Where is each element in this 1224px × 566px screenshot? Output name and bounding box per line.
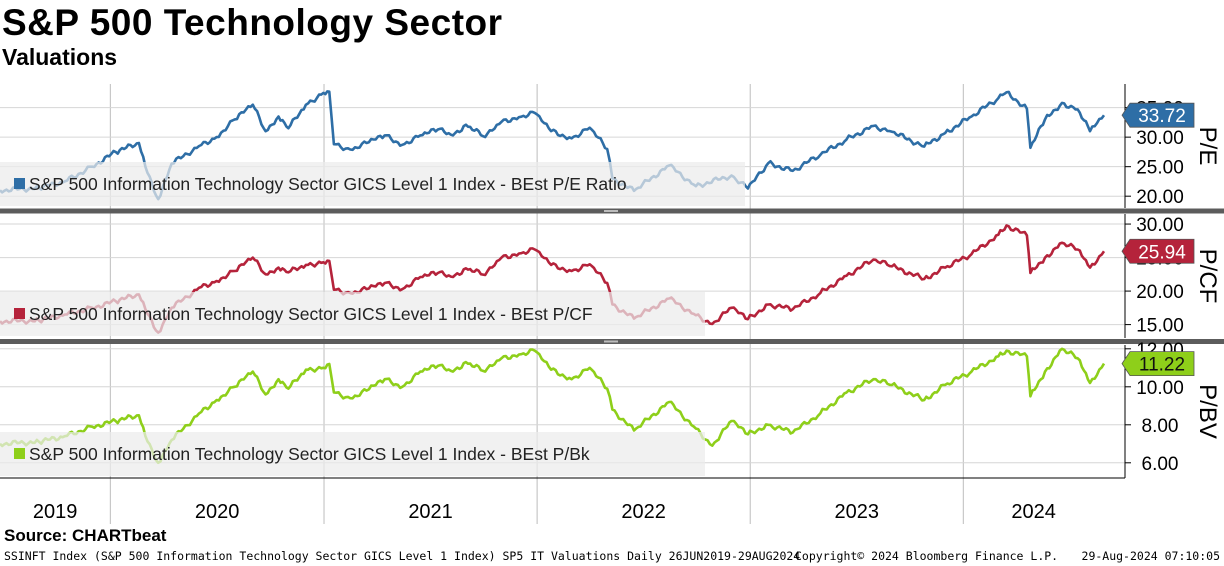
y-tick-label: 30.00 [1136, 215, 1184, 236]
footer-description: SSINFT Index (S&P 500 Information Techno… [4, 549, 801, 563]
y-axis-label: P/CF [1194, 249, 1221, 304]
last-value-label: 11.22 [1139, 355, 1185, 376]
legend-box [0, 162, 745, 206]
legend-swatch [14, 178, 25, 189]
y-tick-label: 30.00 [1136, 128, 1184, 149]
series-line [0, 347, 1106, 465]
chart-title: S&P 500 Technology Sector [2, 2, 503, 43]
y-tick-label: 15.00 [1136, 316, 1184, 337]
last-value-label: 33.72 [1138, 106, 1186, 127]
series-line [0, 90, 1106, 201]
last-value-tag [1121, 102, 1195, 128]
x-tick-label: 2024 [1011, 501, 1056, 523]
footer-timestamp: 29-Aug-2024 07:10:05 [1081, 549, 1220, 563]
last-value-tag [1121, 238, 1195, 264]
source-note: Source: CHARTbeat [4, 526, 167, 545]
legend-swatch [14, 308, 25, 319]
y-axis-label: P/E [1194, 127, 1221, 166]
legend-box [0, 432, 705, 476]
y-tick-label: 20.00 [1136, 282, 1184, 303]
legend-label: S&P 500 Information Technology Sector GI… [29, 174, 627, 194]
x-tick-label: 2021 [408, 501, 453, 523]
legend-label: S&P 500 Information Technology Sector GI… [29, 444, 590, 464]
separator-grip [604, 340, 618, 343]
legend-box [0, 292, 705, 336]
y-tick-label: 8.00 [1142, 416, 1179, 437]
y-tick-label: 25.00 [1136, 158, 1184, 179]
y-tick-label: 20.00 [1136, 187, 1184, 208]
y-tick-label: 10.00 [1136, 378, 1184, 399]
legend-label: S&P 500 Information Technology Sector GI… [29, 304, 593, 324]
y-tick-label: 6.00 [1142, 454, 1179, 475]
x-tick-label: 2022 [621, 501, 666, 523]
chart-subtitle: Valuations [2, 44, 118, 70]
legend-swatch [14, 448, 25, 459]
last-value-tag [1121, 351, 1195, 377]
x-tick-label: 2019 [33, 501, 78, 523]
footer-copyright: Copyright© 2024 Bloomberg Finance L.P. [795, 549, 1059, 563]
x-tick-label: 2020 [195, 501, 240, 523]
last-value-label: 25.94 [1138, 242, 1186, 263]
x-tick-label: 2023 [835, 501, 880, 523]
separator-grip [604, 210, 618, 212]
y-axis-label: P/BV [1194, 384, 1221, 439]
